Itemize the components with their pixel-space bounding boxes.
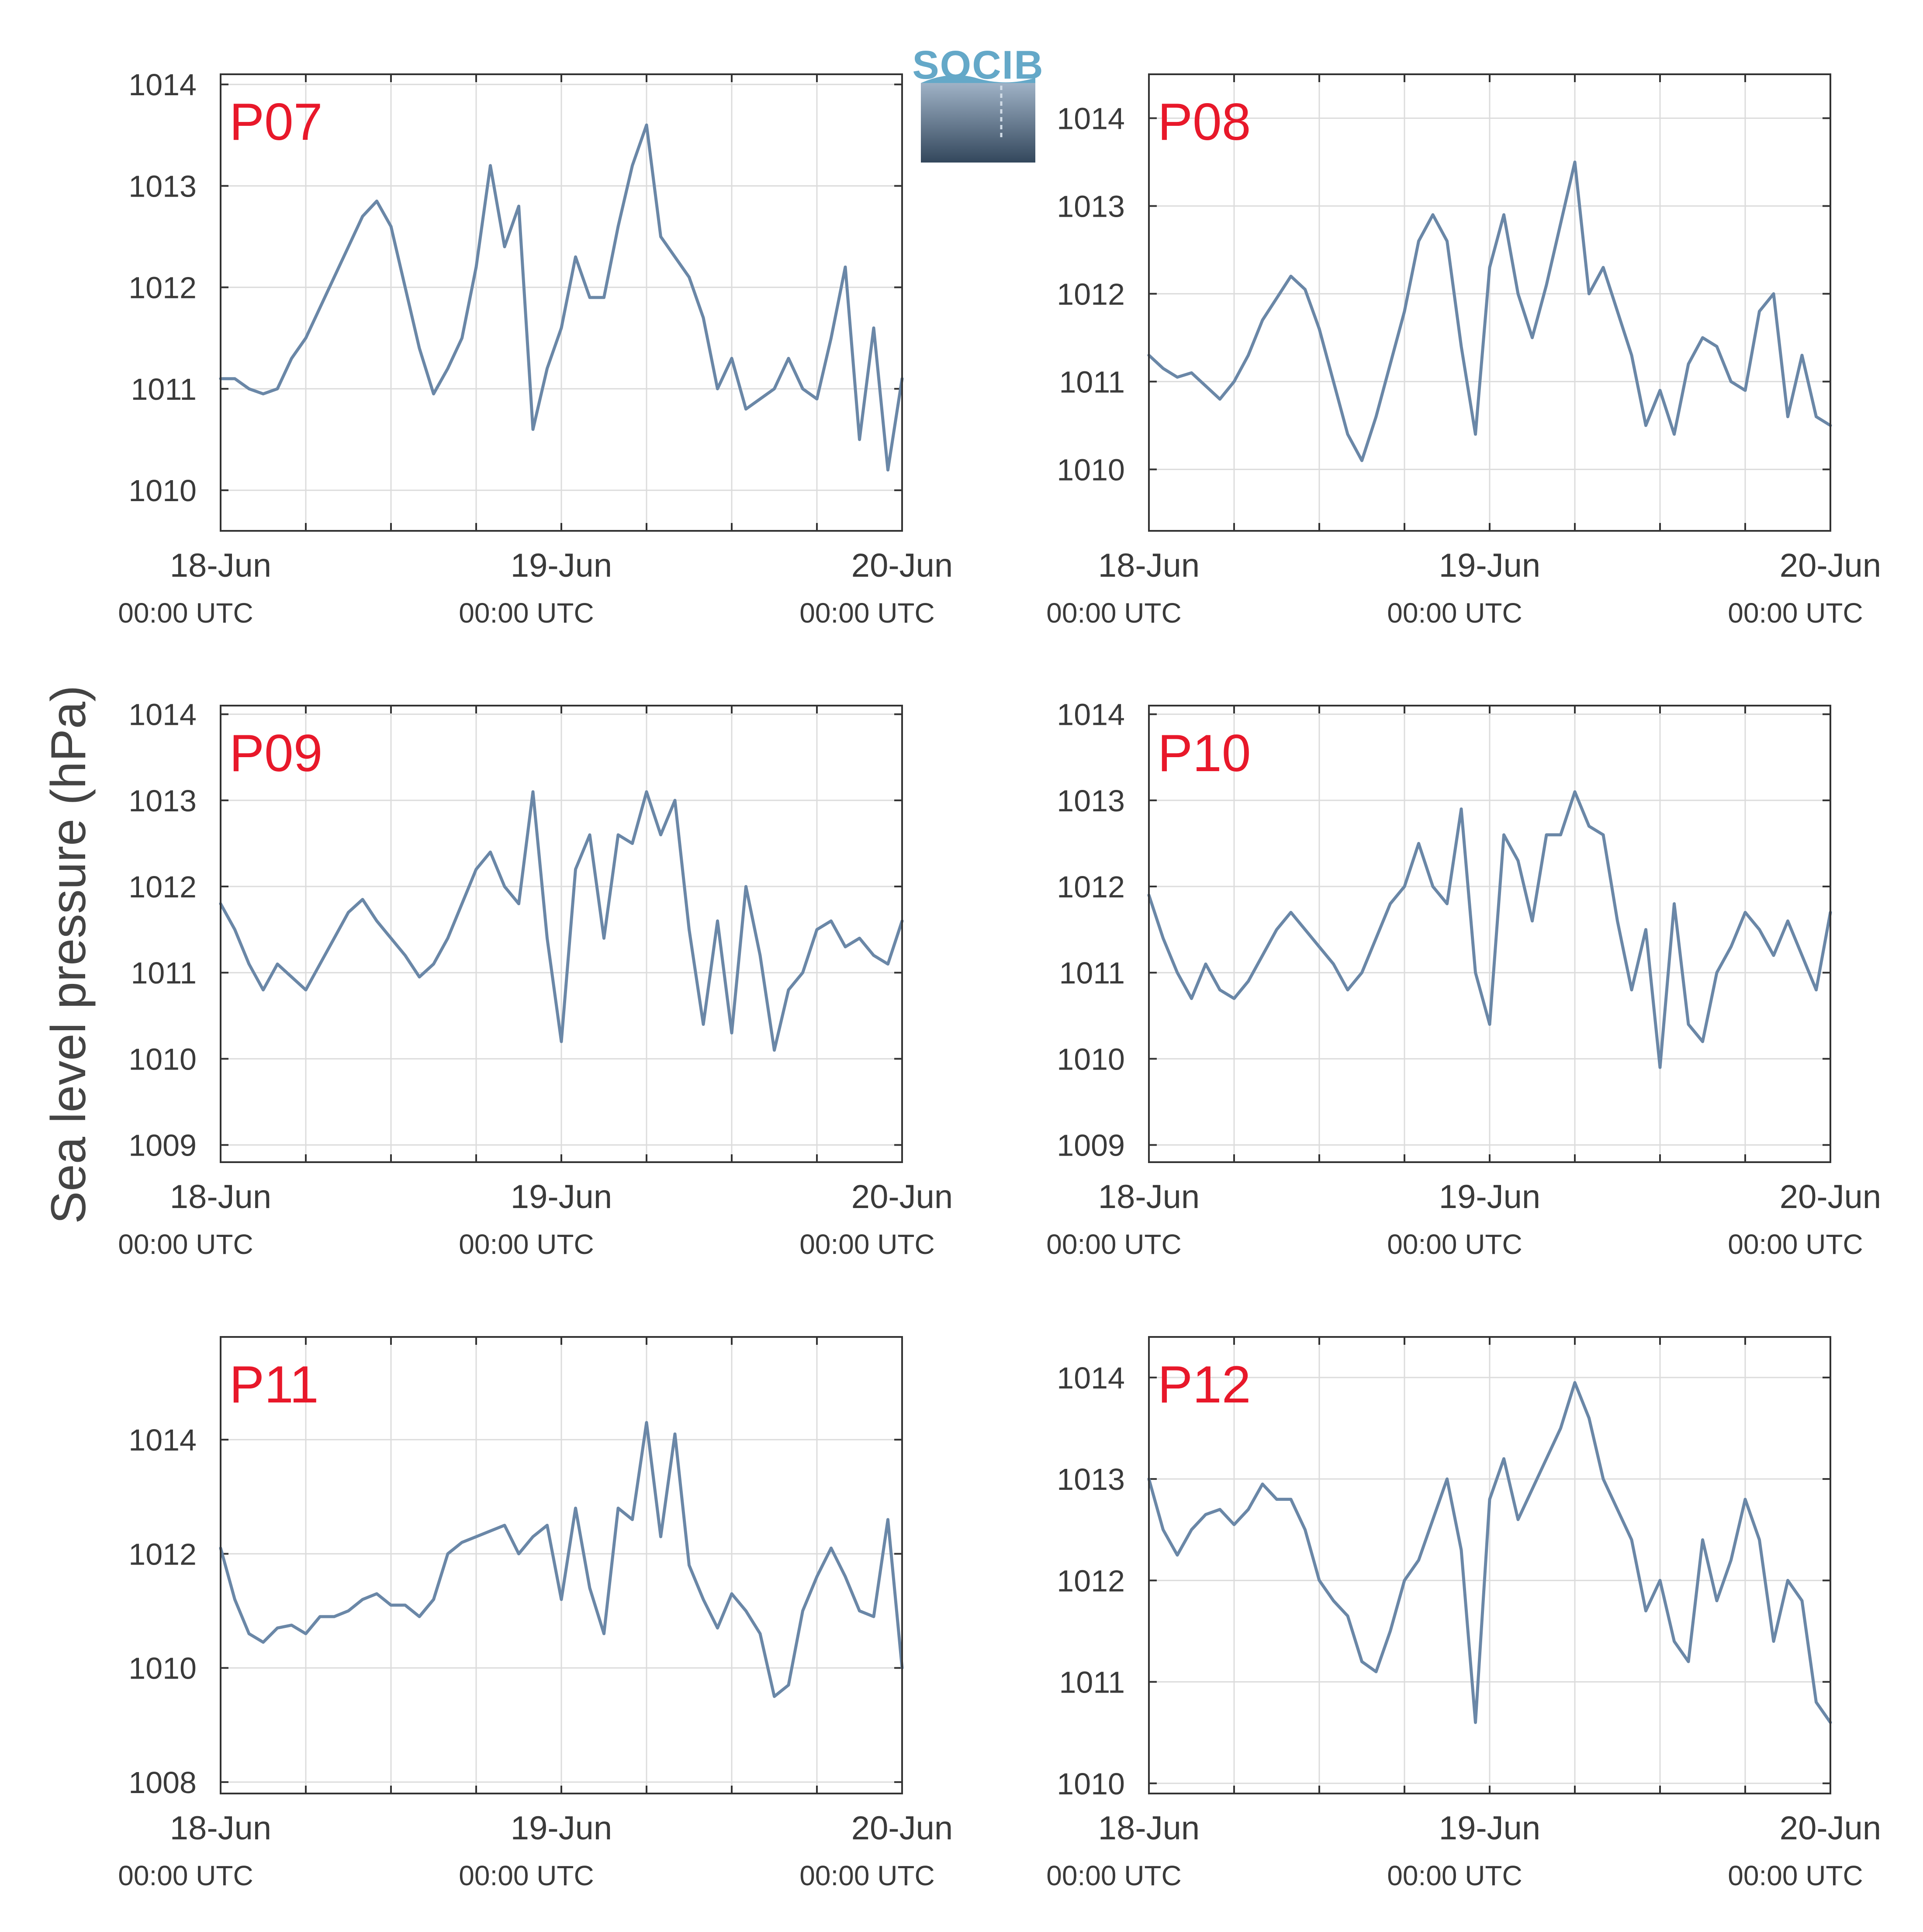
x-tick-label-time: 00:00 UTC xyxy=(1387,597,1522,629)
x-tick-label-date: 19-Jun xyxy=(1439,1178,1540,1215)
x-tick-label-time: 00:00 UTC xyxy=(799,1229,934,1260)
y-tick-label: 1011 xyxy=(131,956,197,990)
x-tick-label-time: 00:00 UTC xyxy=(1387,1860,1522,1891)
y-tick-label: 1013 xyxy=(1057,1462,1125,1496)
panel-p12: 1010 1011 1012 1013 1014 18-Jun 00:00 UTC 19-Ju… xyxy=(1046,1336,1881,1891)
y-tick-label: 1014 xyxy=(1057,101,1125,135)
panel-p07: 1010 1011 1012 1013 1014 18-Jun 00:00 UTC 19-Ju… xyxy=(118,68,953,629)
x-tick-label-date: 18-Jun xyxy=(1098,547,1200,584)
x-tick-label-time: 00:00 UTC xyxy=(799,597,934,629)
x-tick-label-date: 19-Jun xyxy=(511,1810,612,1847)
y-tick-label: 1010 xyxy=(128,1042,197,1076)
plot-frame xyxy=(220,73,903,532)
x-tick-label-time: 00:00 UTC xyxy=(118,1229,253,1260)
x-tick-label-date: 18-Jun xyxy=(170,547,271,584)
x-tick-label-date: 19-Jun xyxy=(1439,547,1540,584)
y-axis-label: Sea level pressure (hPa) xyxy=(41,686,96,1224)
x-tick-label-time: 00:00 UTC xyxy=(1046,1860,1181,1891)
x-tick-label-time: 00:00 UTC xyxy=(1728,597,1863,629)
x-tick-label-date: 18-Jun xyxy=(1098,1810,1200,1847)
series-line xyxy=(1147,1381,1832,1724)
x-tick-label-date: 20-Jun xyxy=(851,1810,953,1847)
x-tick-label-date: 20-Jun xyxy=(1780,1178,1881,1215)
plot-frame xyxy=(1148,73,1831,532)
series-line xyxy=(219,790,904,1052)
x-tick-label-time: 00:00 UTC xyxy=(118,1860,253,1891)
y-tick-label: 1008 xyxy=(128,1766,197,1800)
logo-wave xyxy=(921,75,1035,83)
panel-label: P11 xyxy=(229,1355,319,1414)
panel-p08: 1010 1011 1012 1013 1014 18-Jun 00:00 UTC 19-Ju… xyxy=(1046,73,1881,629)
y-tick-label: 1014 xyxy=(128,1423,197,1457)
y-tick-label: 1011 xyxy=(1059,1665,1125,1700)
panel-p11: 1008 1010 1012 1014 18-Jun 00:00 UTC 19-Jun 00:… xyxy=(118,1336,953,1891)
x-tick-label-time: 00:00 UTC xyxy=(459,1229,594,1260)
panel-label: P08 xyxy=(1158,93,1251,151)
y-tick-label: 1013 xyxy=(1057,784,1125,818)
plot-frame xyxy=(1148,705,1831,1163)
y-tick-label: 1012 xyxy=(1057,870,1125,904)
y-tick-label: 1014 xyxy=(128,68,197,102)
y-tick-label: 1014 xyxy=(128,698,197,732)
y-tick-label: 1013 xyxy=(1057,189,1125,223)
plot-frame xyxy=(220,1336,903,1794)
y-tick-label: 1009 xyxy=(1057,1129,1125,1163)
x-tick-label-time: 00:00 UTC xyxy=(118,597,253,629)
x-tick-label-time: 00:00 UTC xyxy=(1728,1860,1863,1891)
series-line xyxy=(1147,790,1832,1069)
panel-p09: 1009 1010 1011 1012 1013 1014 18-Jun 00:00 UTC 1… xyxy=(118,698,953,1260)
y-tick-label: 1012 xyxy=(128,870,197,904)
x-tick-label-date: 20-Jun xyxy=(851,1178,953,1215)
x-tick-label-time: 00:00 UTC xyxy=(459,597,594,629)
logo-block xyxy=(921,83,1035,163)
y-tick-label: 1012 xyxy=(1057,277,1125,311)
y-tick-label: 1010 xyxy=(128,1652,197,1686)
panel-p10: 1009 1010 1011 1012 1013 1014 18-Jun 00:00 UTC 1… xyxy=(1046,698,1881,1260)
x-tick-label-time: 00:00 UTC xyxy=(1728,1229,1863,1260)
x-tick-label-time: 00:00 UTC xyxy=(1046,597,1181,629)
x-tick-label-date: 19-Jun xyxy=(511,1178,612,1215)
y-tick-label: 1010 xyxy=(1057,1042,1125,1076)
x-tick-label-date: 19-Jun xyxy=(511,547,612,584)
y-tick-label: 1012 xyxy=(128,271,197,305)
x-tick-label-date: 20-Jun xyxy=(1780,1810,1881,1847)
plot-frame xyxy=(220,705,903,1163)
x-tick-label-date: 18-Jun xyxy=(170,1810,271,1847)
y-tick-label: 1010 xyxy=(1057,1767,1125,1801)
series-line xyxy=(219,123,904,472)
x-tick-label-date: 18-Jun xyxy=(1098,1178,1200,1215)
y-tick-label: 1012 xyxy=(1057,1564,1125,1598)
y-tick-label: 1011 xyxy=(131,372,197,406)
series-line xyxy=(219,1421,904,1698)
panel-label: P12 xyxy=(1158,1355,1251,1414)
x-tick-label-time: 00:00 UTC xyxy=(799,1860,934,1891)
y-tick-label: 1014 xyxy=(1057,1361,1125,1395)
plot-frame xyxy=(1148,1336,1831,1794)
x-tick-label-date: 19-Jun xyxy=(1439,1810,1540,1847)
y-tick-label: 1009 xyxy=(128,1129,197,1163)
x-tick-label-time: 00:00 UTC xyxy=(459,1860,594,1891)
y-tick-label: 1012 xyxy=(128,1537,197,1571)
x-tick-label-time: 00:00 UTC xyxy=(1387,1229,1522,1260)
x-tick-label-date: 20-Jun xyxy=(851,547,953,584)
panel-label: P10 xyxy=(1158,724,1251,782)
y-tick-label: 1010 xyxy=(1057,453,1125,487)
panel-label: P09 xyxy=(229,724,323,782)
y-tick-label: 1010 xyxy=(128,474,197,508)
y-tick-label: 1014 xyxy=(1057,698,1125,732)
series-line xyxy=(1147,160,1832,462)
x-tick-label-time: 00:00 UTC xyxy=(1046,1229,1181,1260)
y-tick-label: 1011 xyxy=(1059,956,1125,990)
x-tick-label-date: 18-Jun xyxy=(170,1178,271,1215)
x-tick-label-date: 20-Jun xyxy=(1780,547,1881,584)
y-tick-label: 1013 xyxy=(128,169,197,203)
logo-text: SOCIB xyxy=(912,43,1044,87)
socib-logo: SOCIB xyxy=(912,43,1044,163)
panel-label: P07 xyxy=(229,93,323,151)
y-tick-label: 1011 xyxy=(1059,365,1125,399)
y-tick-label: 1013 xyxy=(128,784,197,818)
